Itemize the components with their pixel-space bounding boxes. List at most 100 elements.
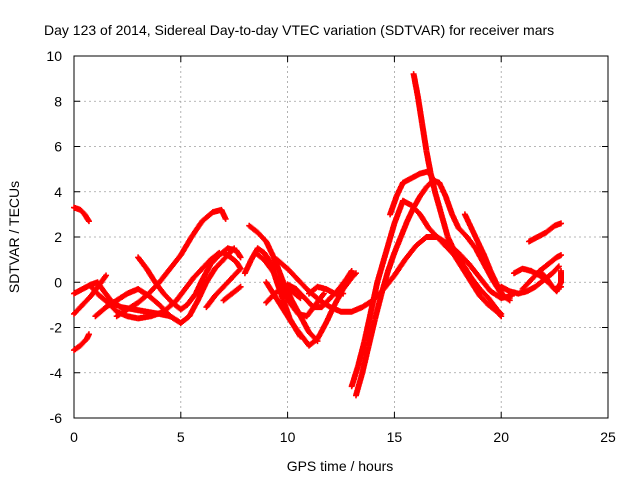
data-point-run (135, 254, 149, 271)
data-point-run (71, 343, 83, 354)
data-point (237, 283, 244, 290)
data-point-run (397, 219, 410, 240)
data-point-run (160, 290, 175, 305)
data-point-run (156, 266, 173, 286)
data-point-run (199, 210, 215, 225)
data-point-run (263, 291, 277, 306)
data-point-run (476, 292, 491, 307)
data-point-run (263, 238, 278, 262)
data-point-run (348, 364, 361, 390)
data-point-run (417, 185, 429, 200)
data-point-run (103, 298, 119, 311)
data-point-run (212, 284, 226, 299)
data-point (506, 297, 513, 304)
data-point-run (549, 264, 561, 277)
data-point-run (288, 288, 303, 301)
series-arc-n (263, 270, 359, 349)
data-point (498, 310, 505, 317)
data-point-run (543, 274, 555, 289)
data-point-run (306, 288, 322, 303)
data-point-run (207, 253, 222, 268)
data-point-run (434, 234, 448, 248)
data-point-run (442, 193, 455, 216)
data-point-run (286, 299, 301, 316)
data-point (220, 249, 227, 256)
data-point (103, 272, 110, 279)
data-point-run (455, 224, 469, 239)
data-point (340, 290, 347, 297)
data-point (558, 252, 565, 259)
data-point-run (391, 235, 404, 256)
data-point-run (192, 278, 205, 297)
data-point-run (519, 278, 533, 292)
data-point-run (451, 247, 465, 266)
data-point-run (387, 194, 399, 218)
data-point-run (378, 269, 391, 297)
x-axis-label: GPS time / hours (287, 458, 394, 474)
data-point-run (177, 235, 194, 259)
data-point-run (284, 265, 301, 282)
data-point-run (71, 303, 85, 317)
data-point-run (444, 234, 457, 253)
series-arc-j (220, 283, 244, 304)
data-point-run (391, 199, 406, 227)
data-point-run (280, 306, 295, 325)
data-point-run (229, 284, 243, 297)
data-point-run (173, 287, 188, 304)
data-point-run (182, 276, 196, 292)
y-tick-label: 2 (54, 229, 62, 245)
data-point-run (404, 205, 416, 225)
data-point-run (427, 170, 438, 194)
data-point-run (77, 206, 87, 217)
chart-title: Day 123 of 2014, Sidereal Day-to-day VTE… (44, 22, 554, 38)
data-point-run (220, 291, 234, 304)
series-arc-m (252, 249, 327, 320)
y-tick-label: 10 (46, 48, 62, 64)
data-point-run (464, 234, 478, 251)
data-point-run (135, 313, 153, 322)
data-point-run (261, 256, 275, 273)
data-point-run (335, 276, 350, 292)
data-point-run (212, 257, 226, 272)
data-point-run (203, 266, 218, 286)
data-point-run (414, 93, 425, 126)
data-point-run (500, 292, 512, 303)
data-point-run (472, 245, 487, 266)
data-point (352, 270, 359, 277)
x-tick-label: 10 (280, 429, 296, 445)
data-point-run (466, 261, 482, 280)
data-point-run (269, 267, 284, 289)
data-point-run (419, 120, 430, 153)
data-point-run (143, 265, 158, 284)
data-point-run (461, 211, 474, 230)
data-point (348, 267, 355, 274)
data-point-run (536, 267, 548, 280)
data-point (237, 254, 244, 261)
x-tick-label: 15 (387, 429, 403, 445)
data-point-run (348, 271, 358, 281)
data-point-run (79, 294, 93, 308)
data-point-run (442, 243, 457, 257)
data-point-run (190, 266, 205, 281)
data-point-run (156, 301, 173, 319)
data-point-run (353, 371, 365, 399)
tick-layer: 0 5 10 15 20 25 -6 -4 -2 0 2 4 6 8 10 (46, 48, 616, 445)
data-point-run (254, 245, 266, 255)
data-point-run (288, 320, 303, 336)
y-tick-label: -4 (50, 365, 63, 381)
series-arc-o (263, 283, 304, 306)
series-arc-t (348, 197, 505, 390)
data-point (555, 263, 562, 270)
data-point-run (167, 253, 183, 272)
data-point-run (92, 305, 108, 320)
data-point-run (96, 292, 110, 305)
data-point-run (425, 224, 440, 239)
y-tick-label: -6 (50, 410, 63, 426)
series-arc-aa (526, 220, 565, 245)
data-point-run (367, 280, 380, 315)
data-point-run (408, 202, 422, 217)
series-arc-v (410, 71, 505, 317)
data-point-run (474, 238, 487, 257)
data-point (558, 220, 565, 227)
